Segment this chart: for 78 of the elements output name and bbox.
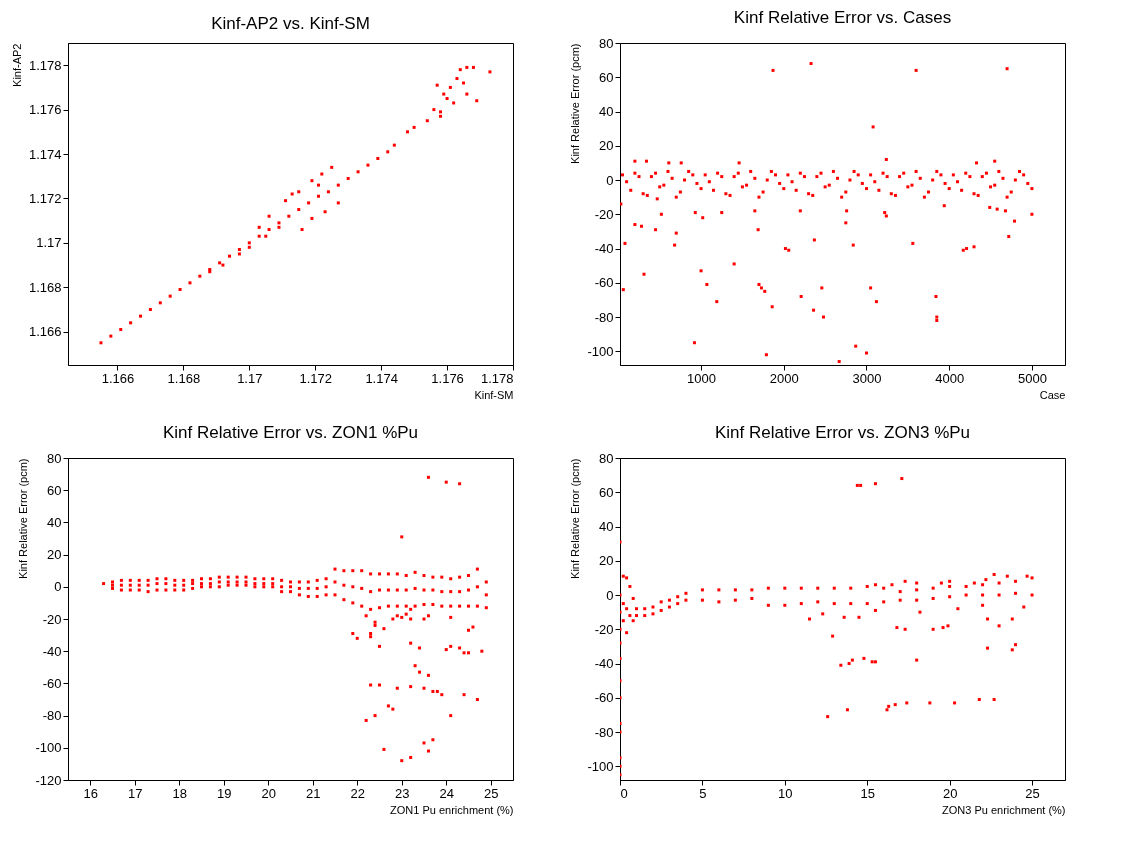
- x-axis-title: ZON1 Pu enrichment (%): [390, 803, 514, 816]
- x-tick-label: 21: [306, 785, 321, 801]
- x-tick-label: 1.168: [167, 370, 201, 386]
- x-tick-label: 10: [778, 785, 793, 801]
- x-tick-label: 20: [942, 785, 958, 801]
- chart-title: Kinf Relative Error vs. ZON3 %Pu: [714, 423, 971, 442]
- y-tick-label: -60: [594, 275, 614, 291]
- y-tick-label: -20: [594, 621, 614, 637]
- x-tick-label: 20: [261, 785, 276, 801]
- x-axis-title: Case: [1039, 388, 1066, 401]
- y-axis-title: Kinf Relative Error (pcm): [569, 43, 582, 164]
- y-axis-title: Kinf Relative Error (pcm): [17, 458, 30, 579]
- y-tick-label: 1.168: [28, 279, 62, 295]
- y-tick-label: -100: [587, 758, 614, 774]
- x-tick-label: 4000: [935, 370, 965, 386]
- y-tick-label: -100: [587, 343, 614, 359]
- x-tick-label: 17: [128, 785, 143, 801]
- x-tick-label: 1.172: [299, 370, 332, 386]
- y-tick-label: 20: [599, 138, 614, 154]
- x-tick-label: 23: [395, 785, 410, 801]
- y-tick-label: 60: [599, 484, 614, 500]
- y-tick-label: 1.178: [28, 57, 62, 73]
- y-tick-label: 60: [47, 482, 62, 498]
- x-tick-label: 24: [439, 785, 454, 801]
- y-tick-label: 80: [599, 35, 614, 51]
- x-tick-label: 22: [350, 785, 365, 801]
- y-axis-title: Kinf Relative Error (pcm): [569, 458, 582, 579]
- x-tick-label: 1.17: [237, 370, 263, 386]
- x-tick-label: 1000: [687, 370, 717, 386]
- y-tick-label: 0: [606, 172, 614, 188]
- y-tick-label: -20: [594, 206, 614, 222]
- x-axis-title: Kinf-SM: [474, 388, 514, 401]
- y-tick-label: -60: [594, 690, 614, 706]
- y-tick-label: -40: [42, 643, 62, 659]
- y-tick-label: -120: [35, 772, 62, 788]
- y-tick-label: 1.174: [28, 146, 62, 162]
- y-tick-label: 20: [47, 547, 62, 563]
- y-tick-label: -60: [42, 675, 62, 691]
- y-tick-label: 60: [599, 69, 614, 85]
- y-tick-label: 80: [599, 450, 614, 466]
- chart-title: Kinf Relative Error vs. Cases: [733, 8, 952, 27]
- y-tick-label: 1.176: [28, 102, 62, 118]
- y-tick-label: 40: [599, 104, 614, 120]
- x-tick-label: 18: [172, 785, 187, 801]
- y-tick-label: -80: [42, 708, 62, 724]
- y-axis-title: Kinf-AP2: [10, 43, 23, 87]
- x-tick-label: 1.174: [365, 370, 398, 386]
- x-tick-label: 16: [83, 785, 98, 801]
- y-tick-label: 40: [599, 519, 614, 535]
- y-tick-label: 1.172: [28, 190, 62, 206]
- x-tick-label: 2000: [769, 370, 799, 386]
- chart-title: Kinf Relative Error vs. ZON1 %Pu: [162, 423, 419, 442]
- x-tick-label: 1.178: [480, 370, 514, 386]
- y-tick-label: 20: [599, 553, 614, 569]
- y-tick-label: 1.17: [36, 235, 62, 251]
- x-tick-label: 1.176: [431, 370, 464, 386]
- y-tick-label: -100: [35, 740, 62, 756]
- chart-title: Kinf-AP2 vs. Kinf-SM: [211, 14, 370, 33]
- x-axis-title: ZON3 Pu enrichment (%): [942, 803, 1066, 816]
- y-tick-label: 80: [47, 450, 62, 466]
- y-tick-label: -40: [594, 656, 614, 672]
- x-tick-label: 5000: [1017, 370, 1047, 386]
- y-tick-label: -20: [42, 611, 62, 627]
- x-tick-label: 25: [484, 785, 499, 801]
- x-tick-label: 19: [217, 785, 232, 801]
- y-tick-label: -80: [594, 309, 614, 325]
- x-tick-label: 5: [699, 785, 707, 801]
- x-tick-label: 1.166: [101, 370, 135, 386]
- y-tick-label: 40: [47, 514, 62, 530]
- y-tick-label: 1.166: [28, 324, 62, 340]
- x-tick-label: 3000: [852, 370, 882, 386]
- x-tick-label: 25: [1025, 785, 1040, 801]
- y-tick-label: -40: [594, 241, 614, 257]
- y-tick-label: 0: [54, 579, 62, 595]
- y-tick-label: 0: [606, 587, 614, 603]
- x-tick-label: 0: [620, 785, 628, 801]
- x-tick-label: 15: [860, 785, 875, 801]
- y-tick-label: -80: [594, 724, 614, 740]
